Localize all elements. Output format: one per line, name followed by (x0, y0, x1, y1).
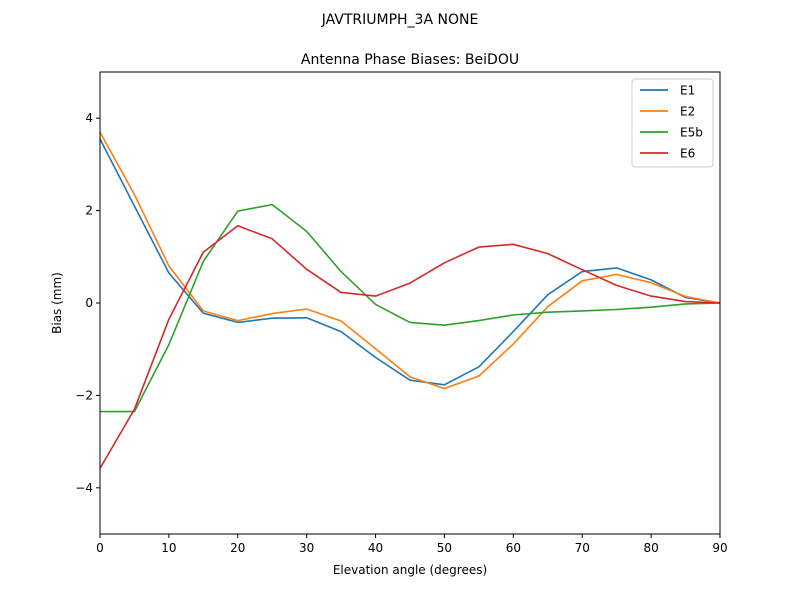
x-tick-label: 80 (643, 541, 658, 555)
x-tick-label: 20 (230, 541, 245, 555)
series-line-e6 (99, 225, 721, 469)
series-line-e1 (99, 138, 721, 386)
y-tick-label: −4 (75, 481, 93, 495)
legend-label-e1: E1 (680, 84, 695, 98)
legend-box (631, 78, 714, 168)
plot-lines (99, 131, 721, 469)
y-tick-label: 2 (85, 204, 93, 218)
y-axis-label: Bias (mm) (50, 272, 64, 334)
x-tick-label: 0 (96, 541, 104, 555)
y-tick-label: −2 (75, 388, 93, 402)
x-tick-label: 30 (299, 541, 314, 555)
series-line-e2 (99, 131, 721, 390)
x-tick-label: 10 (161, 541, 176, 555)
legend-label-e5b: E5b (680, 126, 703, 140)
x-axis-label: Elevation angle (degrees) (333, 563, 487, 577)
legend: E1 E2 E5b E6 (631, 78, 714, 168)
x-tick-label: 40 (368, 541, 383, 555)
x-tick-label: 90 (712, 541, 727, 555)
chart-title: Antenna Phase Biases: BeiDOU (301, 52, 519, 68)
series-line-e5b (100, 203, 721, 413)
legend-label-e6: E6 (680, 147, 695, 161)
y-tick-label: 0 (85, 296, 93, 310)
x-tick-label: 70 (575, 541, 590, 555)
plot-frame (99, 71, 721, 535)
figure-suptitle: JAVTRIUMPH_3A NONE (321, 12, 479, 28)
x-tick-label: 50 (437, 541, 452, 555)
x-tick-label: 60 (506, 541, 521, 555)
legend-label-e2: E2 (680, 105, 695, 119)
y-tick-label: 4 (85, 111, 93, 125)
axis-ticks: 0 10 20 30 40 50 60 70 80 90 −4 −2 0 2 4 (75, 111, 727, 555)
